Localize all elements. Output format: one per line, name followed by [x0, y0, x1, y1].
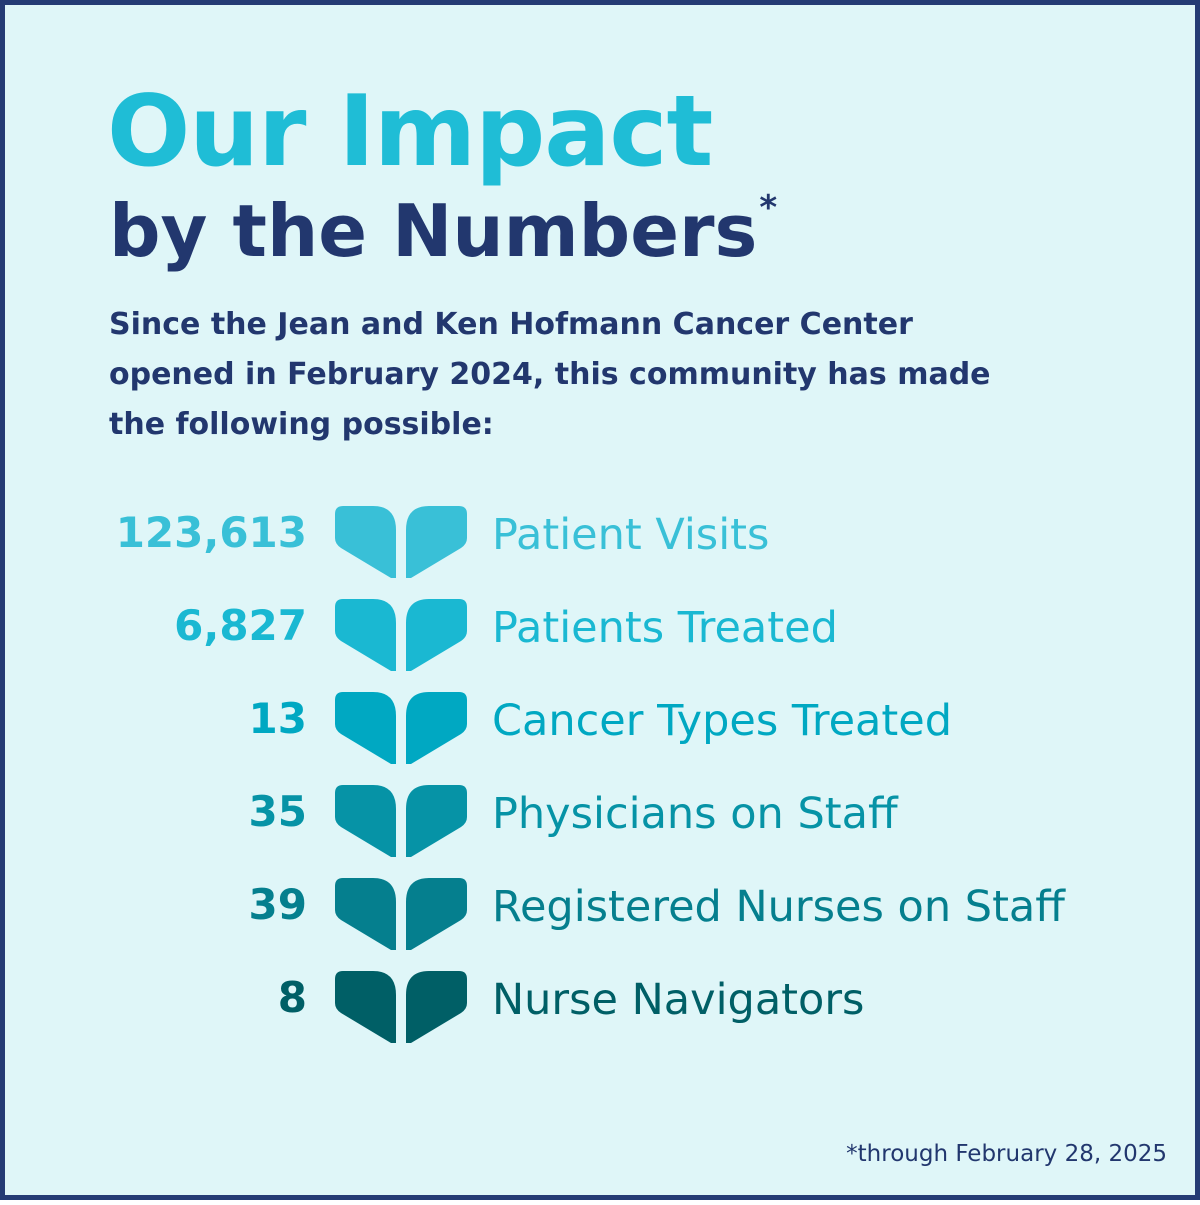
subtitle-text: by the Numbers: [109, 189, 758, 273]
stat-row: 6,827 Patients Treated: [5, 591, 1200, 674]
stat-label: Physicians on Staff: [492, 789, 898, 839]
stat-value: 8: [277, 973, 307, 1022]
heart-leaf-icon: [333, 498, 469, 581]
stat-value: 13: [248, 694, 307, 743]
heart-leaf-icon: [333, 870, 469, 953]
stat-row: 13 Cancer Types Treated: [5, 684, 1200, 767]
heart-leaf-icon: [333, 777, 469, 860]
stat-value: 39: [248, 880, 307, 929]
stat-row: 8 Nurse Navigators: [5, 963, 1200, 1046]
heart-leaf-icon: [333, 684, 469, 767]
stat-label: Registered Nurses on Staff: [492, 882, 1065, 932]
stat-row: 39 Registered Nurses on Staff: [5, 870, 1200, 953]
heart-leaf-icon: [333, 963, 469, 1046]
page-title: Our Impact: [107, 75, 713, 189]
stat-label: Patient Visits: [492, 510, 770, 560]
stat-label: Cancer Types Treated: [492, 696, 953, 746]
stat-value: 123,613: [115, 508, 307, 557]
stat-value: 6,827: [174, 601, 307, 650]
stat-label: Patients Treated: [492, 603, 838, 653]
stat-value: 35: [248, 787, 307, 836]
heart-leaf-icon: [333, 591, 469, 674]
stat-row: 123,613 Patient Visits: [5, 498, 1200, 581]
page-subtitle: by the Numbers*: [109, 191, 777, 267]
stat-row: 35 Physicians on Staff: [5, 777, 1200, 860]
stat-label: Nurse Navigators: [492, 975, 865, 1025]
footnote: *through February 28, 2025: [846, 1141, 1167, 1167]
subtitle-asterisk: *: [759, 188, 778, 228]
stats-list: 123,613 Patient Visits 6,827 Patients Treat…: [5, 5, 1200, 1205]
intro-text: Since the Jean and Ken Hofmann Cancer Ce…: [109, 307, 991, 442]
